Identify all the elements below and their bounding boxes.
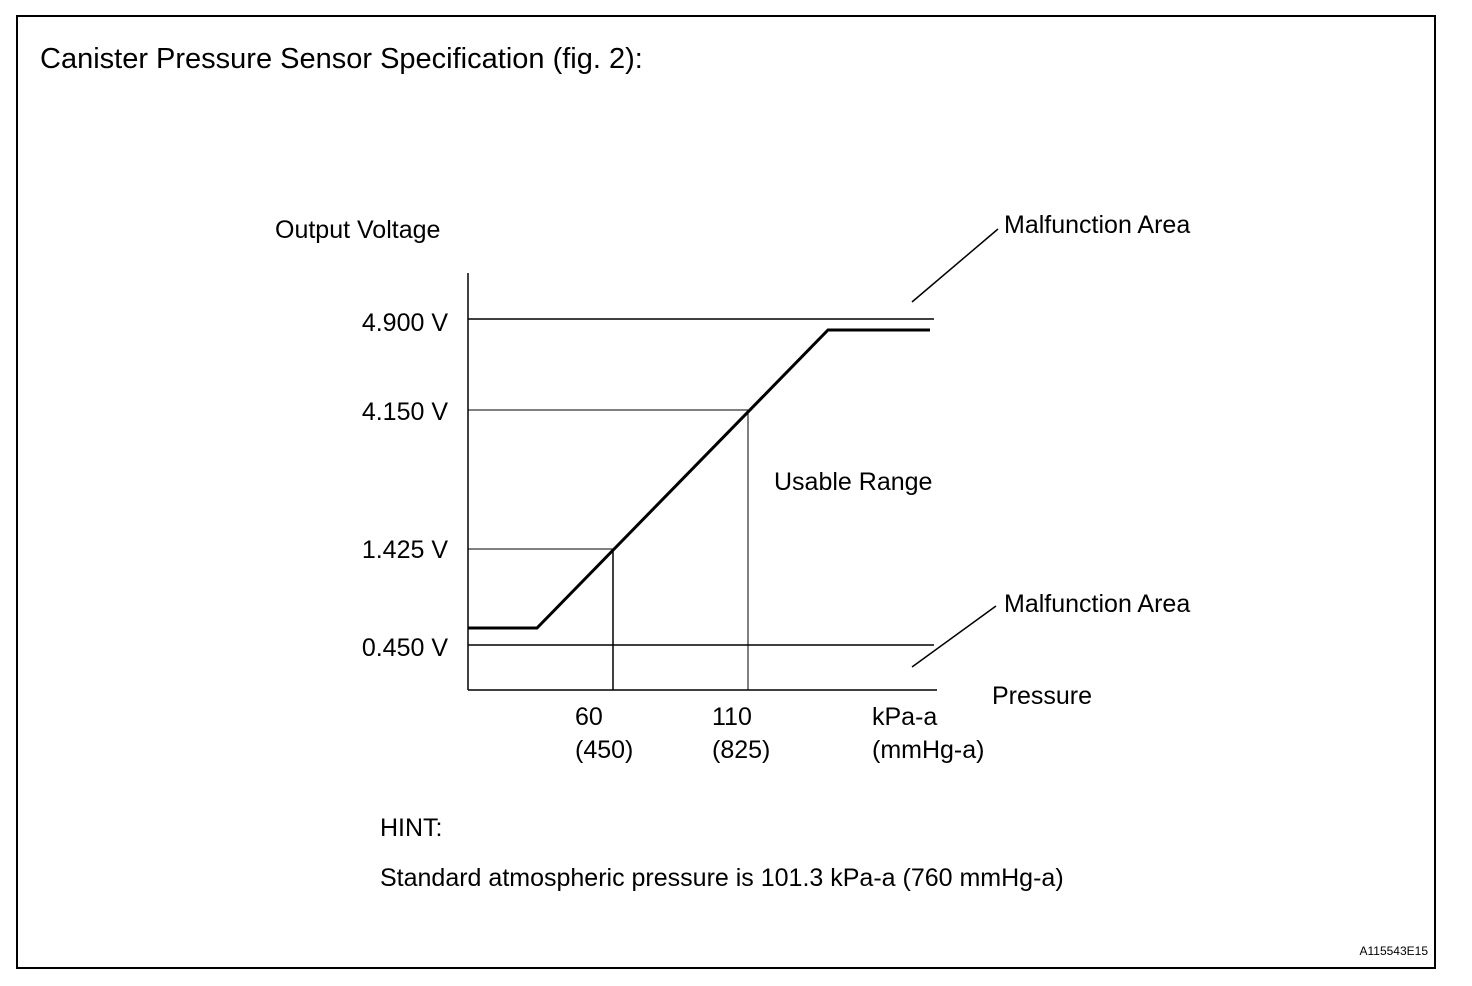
figure-code: A115543E15 [1359, 944, 1428, 958]
figure-frame [16, 15, 1436, 969]
x-tick-sublabel-825: (825) [712, 736, 770, 764]
upper-malfunction-leader [911, 228, 999, 303]
figure-title: Canister Pressure Sensor Specification (… [40, 43, 643, 75]
x-tick-label-110: 110 [712, 703, 752, 731]
y-axis-label: Output Voltage [275, 216, 440, 244]
sensor-characteristic-curve [468, 328, 930, 630]
y-tick-label-1425: 1.425 V [362, 536, 449, 564]
x-tick-sublabel-450: (450) [575, 736, 633, 764]
hint-text: Standard atmospheric pressure is 101.3 k… [380, 864, 1064, 892]
upper-malfunction-label: Malfunction Area [1004, 211, 1190, 239]
y-tick-label-0450: 0.450 V [362, 634, 449, 662]
usable-range-label: Usable Range [774, 468, 932, 496]
lower-malfunction-label: Malfunction Area [1004, 590, 1190, 618]
x-unit-sublabel: (mmHg-a) [872, 736, 985, 764]
x-axis-label: Pressure [992, 682, 1092, 710]
y-tick-label-4900: 4.900 V [362, 309, 449, 337]
x-unit-label: kPa-a [872, 703, 937, 731]
y-tick-label-4150: 4.150 V [362, 398, 449, 426]
hint-heading: HINT: [380, 814, 443, 842]
x-tick-label-60: 60 [575, 703, 603, 731]
lower-malfunction-leader [911, 605, 997, 668]
